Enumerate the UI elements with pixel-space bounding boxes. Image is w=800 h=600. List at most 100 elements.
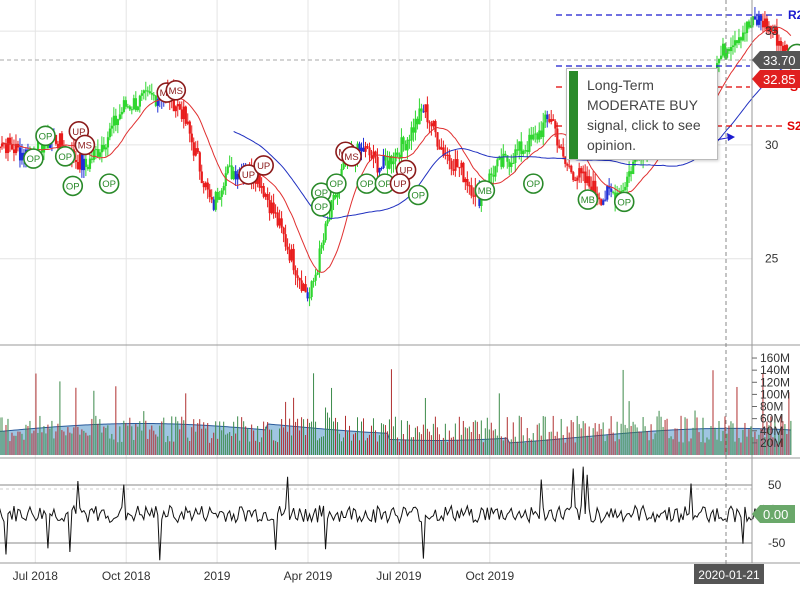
price-bar-body [364,146,367,152]
price-bar-body [380,167,383,169]
price-bar-body [192,142,195,156]
price-bar-body [608,185,611,189]
signal-marker-label: OP [617,197,631,208]
price-bar-body [769,26,773,33]
signal-tooltip[interactable]: Long-Term MODERATE BUY signal, click to … [566,68,718,160]
price-bar-body [741,32,745,41]
price-bar-body [464,179,467,183]
price-bar-body [534,133,537,135]
price-bar-body [76,161,80,170]
price-bar-body [406,139,409,151]
price-bar-body [761,20,765,28]
price-bar-body [594,180,597,194]
price-bar-body [148,91,151,93]
price-bar-body [132,98,136,110]
price-bar-body [390,155,393,165]
price-bar-body [74,159,78,162]
price-bar-body [408,139,411,141]
price-bar-body [604,199,607,201]
price-bar-body [56,143,60,149]
price-bar-body [430,123,433,127]
price-bar-body [747,21,751,28]
price-bar-body [733,40,737,46]
price-bar-body [626,176,629,187]
price-bar-body [210,197,213,200]
price-bar-body [230,165,233,180]
price-bar-body [2,143,6,145]
price-bar-body [224,173,227,187]
price-bar-body [781,45,785,54]
signal-marker-label: UP [257,161,270,172]
price-bar-body [751,16,755,26]
price-bar-body [204,182,207,188]
price-bar-body [717,58,721,64]
volume-average-line [0,422,791,444]
price-bar-body [785,45,789,51]
price-bar-body [188,121,191,134]
price-bar-body [360,147,363,151]
price-bar-body [54,134,58,144]
price-bar-body [508,161,511,167]
price-bar-body [578,168,581,178]
price-bar-body [414,118,417,133]
signal-marker-label: UP [242,170,255,181]
x-tick-label: Jul 2019 [376,569,422,583]
price-bar-body [186,121,189,124]
price-bar-body [198,152,201,172]
price-bar-body [280,218,283,228]
price-bar-body [102,144,106,150]
price-bar-body [783,45,787,54]
signal-marker-label: OP [39,131,53,142]
price-bar-body [773,27,777,34]
price-bar-body [212,199,215,210]
price-bar-body [584,171,587,183]
price-bar-body [206,182,209,190]
price-bar-body [332,194,335,201]
signal-strength-bar [569,71,578,159]
price-bar-body [606,185,609,200]
price-bar-body [296,275,299,278]
signal-marker [310,196,332,217]
signal-tooltip-text: Long-Term MODERATE BUY signal, click to … [587,77,701,153]
volume-tick-label: 40M [760,424,783,438]
price-bar-body [370,155,373,159]
price-bar-body [306,292,309,299]
price-bar-body [194,148,197,156]
price-bar-body [514,149,517,163]
price-bar-body [526,150,529,152]
signal-marker-label: OP [58,152,72,163]
price-bar-body [602,200,605,205]
price-bar-body [777,40,781,46]
x-tick-label: Oct 2018 [102,569,151,583]
price-bar-body [6,137,10,154]
signal-marker [54,146,76,167]
x-tick-label: Apr 2019 [284,569,333,583]
price-bar-body [340,168,343,178]
price-bar-body [392,161,395,165]
price-bar-body [110,125,114,129]
signal-marker [62,175,84,197]
price-bar-body [470,185,473,196]
signal-marker [98,173,120,194]
price-bar-body [124,100,128,107]
price-bar-body [749,25,753,28]
signal-marker-label: OP [526,179,540,190]
price-bar-body [466,179,469,186]
price-bar-body [142,90,145,94]
price-bar-body [264,194,267,197]
price-bar-body [532,134,535,140]
last-price-text: 33.70 [763,53,796,68]
signal-marker [326,173,347,194]
price-bar-body [388,155,391,169]
price-bar-body [218,196,221,200]
price-bar-body [544,114,547,123]
volume-tick-label: 160M [760,351,790,365]
price-bar-body [78,154,82,170]
price-bar-body [286,246,289,250]
x-tick-label: 2019 [204,569,231,583]
price-bar-body [140,93,143,96]
price-bar-body [576,177,579,181]
price-badge-red-text: 32.85 [763,72,796,87]
signal-marker-label: OP [314,202,328,213]
price-bar-body [432,121,435,127]
